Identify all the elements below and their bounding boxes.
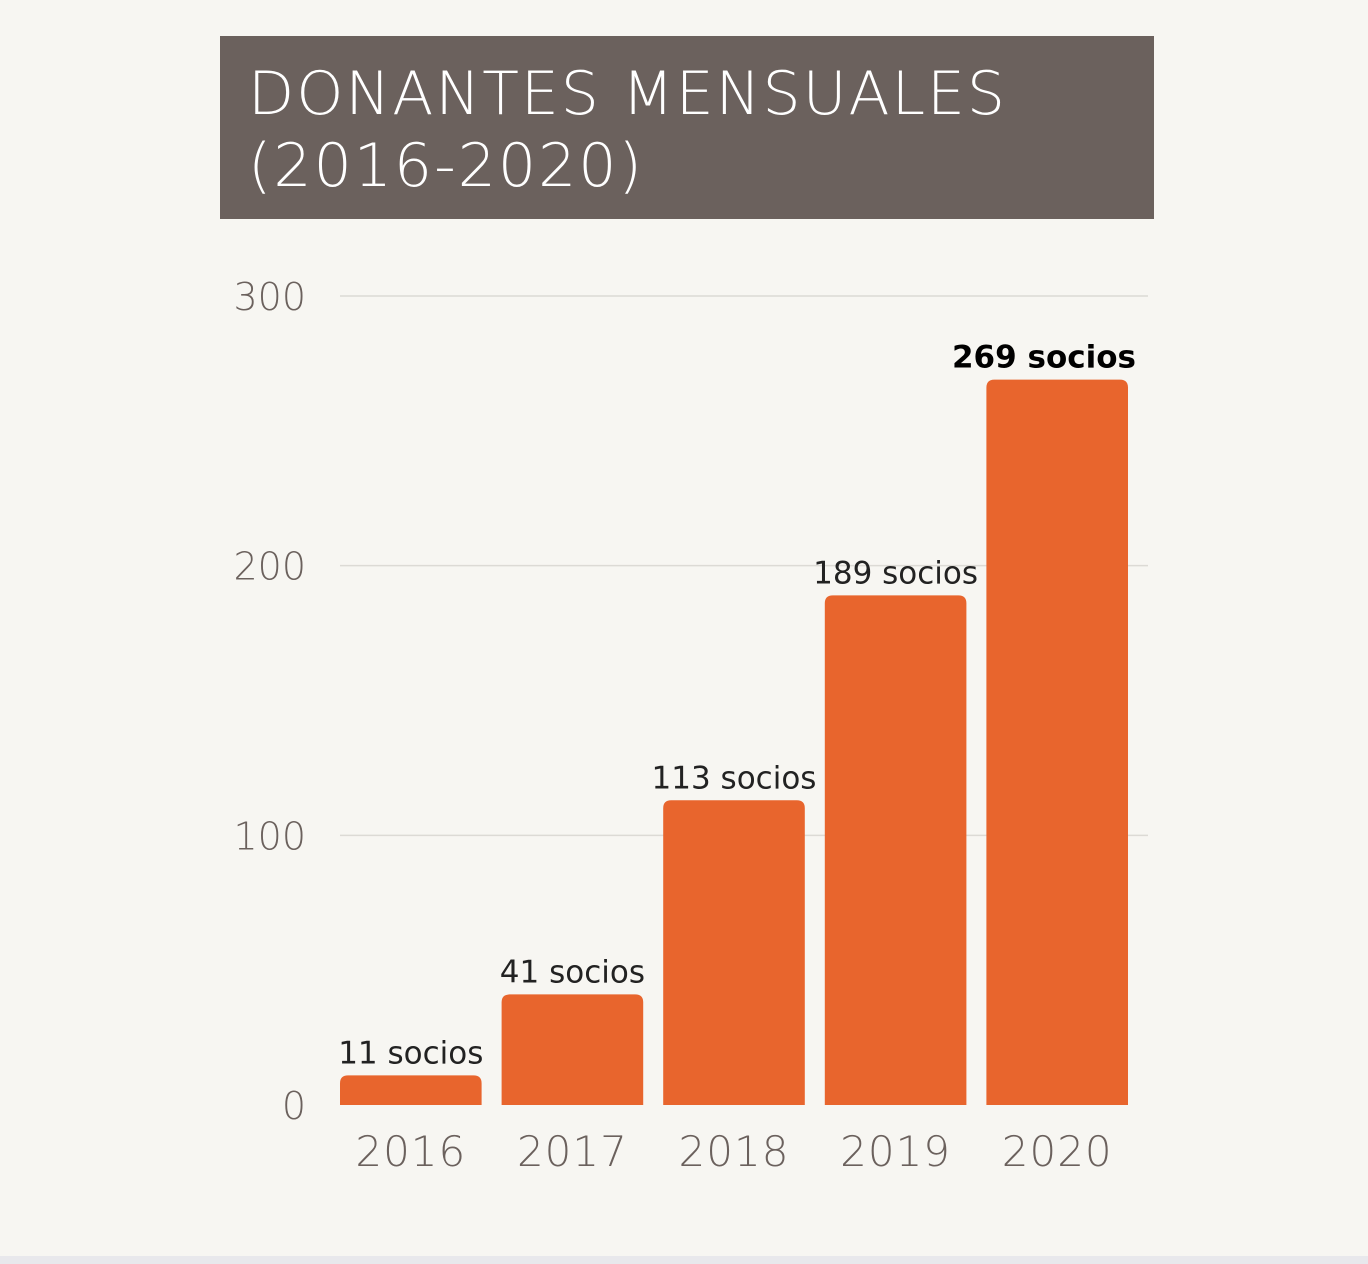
bar-2020 [986,379,1128,1105]
data-label-2020: 269 socios [952,340,1136,376]
chart-title-line-2: (2016-2020) [248,131,644,201]
chart-title-box: DONANTES MENSUALES (2016-2020) [220,36,1154,219]
bottom-band [0,1256,1368,1264]
bar-2018 [663,800,805,1105]
bars [340,379,1128,1105]
y-tick-label: 0 [282,1084,306,1128]
bar-2017 [501,994,644,1105]
bar-2016 [340,1075,482,1105]
y-tick-label: 100 [233,814,306,858]
y-tick-label: 200 [233,545,306,589]
data-label-2016: 11 socios [338,1035,483,1071]
x-tick-label-2018: 2018 [679,1127,790,1176]
x-tick-label-2020: 2020 [1002,1127,1113,1176]
bar-2019 [824,595,967,1105]
chart-title-line-1: DONANTES MENSUALES [248,59,1007,129]
y-tick-label: 300 [233,275,306,319]
x-axis-ticks: 2016 2017 2018 2019 2020 [355,1127,1113,1176]
y-axis-ticks: 0 100 200 300 [233,275,306,1128]
x-tick-label-2019: 2019 [840,1127,951,1176]
x-tick-label-2016: 2016 [355,1127,466,1176]
data-label-2018: 113 socios [652,760,817,796]
data-label-2019: 189 socios [813,555,978,591]
x-tick-label-2017: 2017 [517,1127,628,1176]
data-label-2017: 41 socios [500,954,645,990]
bar-data-labels: 11 socios 41 socios 113 socios 189 socios 26… [338,340,1136,1072]
